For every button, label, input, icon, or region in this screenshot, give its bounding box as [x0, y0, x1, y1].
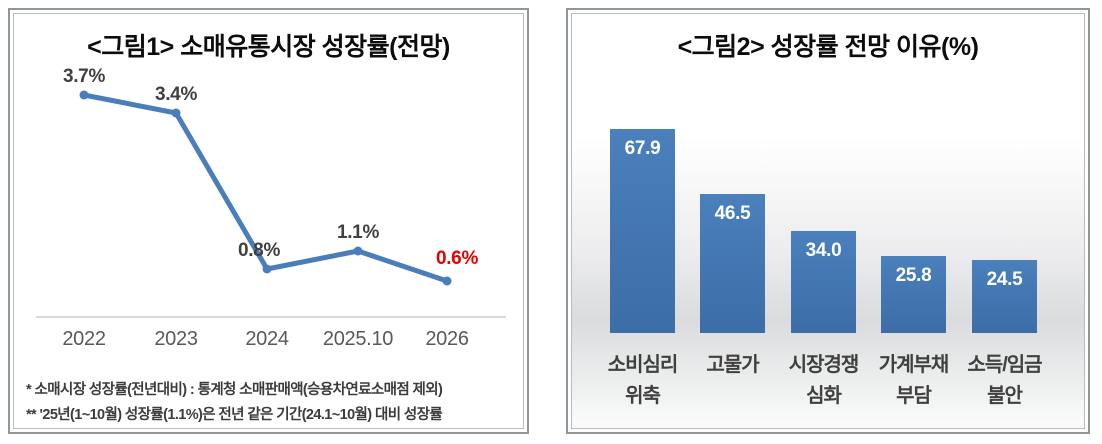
point-value-label: 3.7%: [62, 66, 106, 87]
figure1-panel: <그림1> 소매유통시장 성장률(전망) 3.7% 3.4% 0.8% 1.1% 0.6…: [8, 8, 529, 434]
figure1-title: <그림1> 소매유통시장 성장률(전망): [87, 33, 450, 61]
data-point-marker: [353, 246, 363, 256]
bar-category-label: 시장경쟁 심화: [788, 354, 860, 407]
figure1-plot: [36, 90, 506, 318]
x-axis-tick-label: 2023: [154, 328, 198, 350]
bar-value-label: 34.0: [805, 240, 842, 261]
figure1-footnote-1: * 소매시장 성장률(전년대비) : 통계청 소매판매액(승용차연료소매점 제외…: [26, 382, 443, 398]
x-axis-tick-label: 2026: [425, 328, 469, 350]
bar-5: 24.5: [972, 259, 1037, 333]
data-point-marker: [262, 264, 272, 274]
point-value-label: 1.1%: [336, 222, 380, 243]
bar-value-label: 46.5: [714, 202, 751, 224]
figure1-line-chart: 3.7% 3.4% 0.8% 1.1% 0.6% 2022 2023 2024 2025.10 2…: [14, 62, 519, 367]
figure1-panel-frame: <그림1> 소매유통시장 성장률(전망) 3.7% 3.4% 0.8% 1.1% 0.6…: [13, 13, 524, 429]
bar-4: 25.8: [881, 255, 946, 333]
figure2-bar-chart: 67.9 소비심리 위축 46.5 고물가 34.0 시장경쟁 심화 25.8 가계부채 부담…: [572, 14, 1084, 428]
figure2-title: <그림2> 성장률 전망 이유(%): [677, 33, 979, 61]
x-axis-tick-label: 2025.10: [322, 328, 394, 350]
bar-category-label: 소득/임금 불안: [967, 354, 1042, 407]
bar-1: 67.9: [610, 129, 675, 333]
bar-category-label: 소비심리 위축: [607, 354, 679, 407]
point-value-label: 3.4%: [154, 84, 198, 105]
data-point-marker: [171, 108, 181, 118]
point-value-label: 0.6%: [435, 248, 479, 269]
bar-value-label: 25.8: [895, 264, 932, 286]
bar-value-label: 24.5: [986, 268, 1023, 290]
data-point-marker: [79, 90, 89, 100]
bar-category-label: 고물가: [706, 354, 759, 376]
figure2-panel-frame: <그림2> 성장률 전망 이유(%) 67.9 소비심리 위축 46.5 고물가 34.…: [571, 13, 1085, 429]
bar-3: 34.0: [791, 231, 856, 333]
figure1-footnotes: * 소매시장 성장률(전년대비) : 통계청 소매판매액(승용차연료소매점 제외…: [26, 378, 517, 428]
x-axis-tick-label: 2022: [62, 328, 106, 350]
bar-category-label: 가계부채 부담: [878, 354, 950, 407]
bar-value-label: 67.9: [624, 138, 661, 160]
figure1-footnote-2: ** '25년(1~10월) 성장률(1.1%)은 전년 같은 기간(24.1~…: [26, 407, 443, 423]
figure2-panel: <그림2> 성장률 전망 이유(%) 67.9 소비심리 위축 46.5 고물가 34.…: [566, 8, 1090, 434]
data-point-marker: [442, 276, 452, 286]
point-value-label: 0.8%: [237, 240, 281, 261]
bar-2: 46.5: [700, 193, 765, 333]
x-axis-tick-label: 2024: [245, 328, 289, 350]
